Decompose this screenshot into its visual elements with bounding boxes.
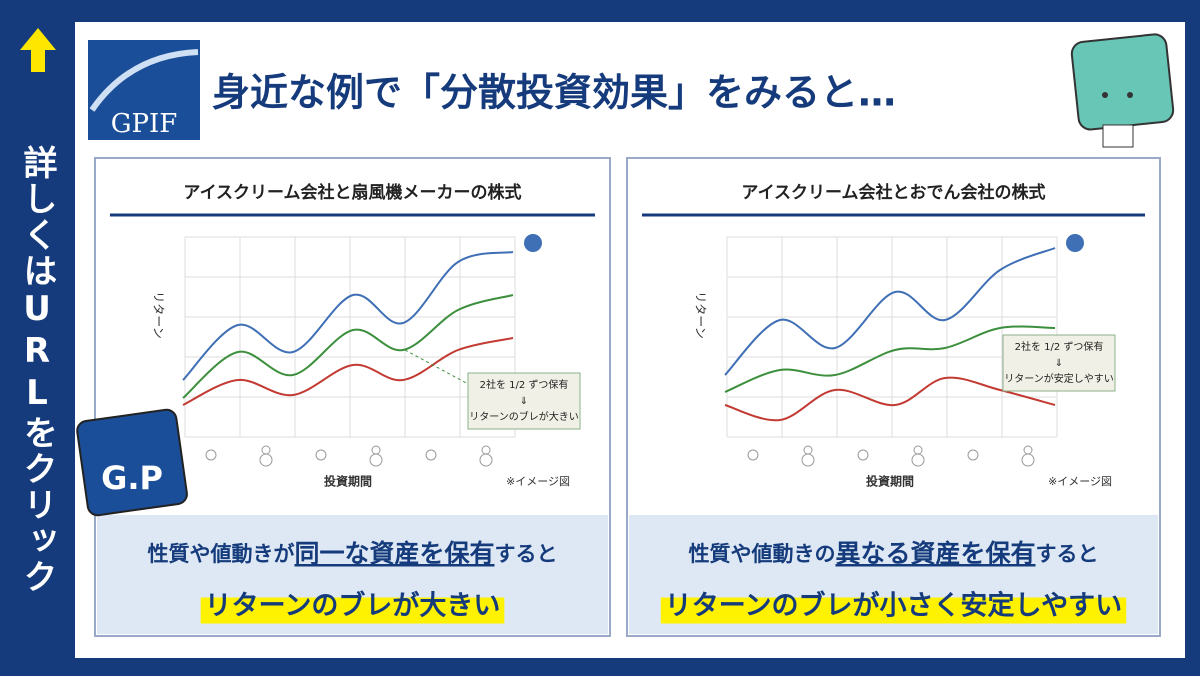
highlight: リターンのブレが大きい xyxy=(205,590,501,622)
caption-part: 異なる資産を保有 xyxy=(835,539,1035,568)
caption-part: 性質や値動きの xyxy=(688,542,835,566)
page-title: 身近な例で「分散投資効果」をみると… xyxy=(212,71,896,115)
caption-part: 同一な資産を保有 xyxy=(294,539,494,568)
callout-text: ⇓ xyxy=(520,396,528,407)
logo-swoosh xyxy=(89,49,199,112)
caption: 性質や値動きの異なる資産を保有すると xyxy=(688,539,1098,568)
snowman-icon xyxy=(259,453,273,467)
highlight-bg xyxy=(660,597,1127,624)
callout-text: リターンのブレが大きい xyxy=(469,410,579,423)
sun-icon xyxy=(857,449,869,461)
note: ※イメージ図 xyxy=(1048,475,1112,488)
ice-cream-icon xyxy=(524,234,542,252)
mascot-top xyxy=(1070,33,1175,148)
caption-part: すると xyxy=(495,542,558,566)
mascot-text: G.P xyxy=(101,459,163,497)
curve xyxy=(182,337,514,406)
y-axis-label: リターン xyxy=(152,291,166,338)
sun-icon xyxy=(967,449,979,461)
caption-part: 性質や値動きが xyxy=(147,542,294,566)
highlight: リターンのブレが小さく安定しやすい xyxy=(665,590,1122,622)
x-axis-label: 投資期間 xyxy=(866,474,914,489)
curve xyxy=(724,325,1056,393)
sun-icon xyxy=(747,449,759,461)
callout-text: 2社を 1/2 ずつ保有 xyxy=(1015,340,1104,353)
curve xyxy=(182,294,514,399)
ice-cream-icon xyxy=(1066,234,1084,252)
sidebar-text: 詳しくはURLをクリック xyxy=(17,145,57,595)
y-axis-label: リターン xyxy=(694,291,708,338)
arrow-icon xyxy=(20,28,56,72)
sun-icon xyxy=(425,449,437,461)
snowman-icon xyxy=(1021,453,1035,467)
snowman-icon xyxy=(801,453,815,467)
curve xyxy=(182,251,514,381)
snowman-icon xyxy=(369,453,383,467)
callout-box xyxy=(1002,334,1116,392)
logo: GPIF xyxy=(111,109,178,139)
panel-title: アイスクリーム会社と扇風機メーカーの株式 xyxy=(183,182,521,203)
mascot-left: G.P xyxy=(76,408,188,517)
callout-box xyxy=(467,372,581,430)
x-axis-label: 投資期間 xyxy=(324,474,372,489)
snowman-icon xyxy=(479,453,493,467)
note: ※イメージ図 xyxy=(506,475,570,488)
curve xyxy=(724,247,1056,376)
callout-text: 2社を 1/2 ずつ保有 xyxy=(480,378,569,391)
callout-text: リターンが安定しやすい xyxy=(1004,372,1113,385)
callout-leader xyxy=(404,349,471,386)
panel-title: アイスクリーム会社とおでん会社の株式 xyxy=(741,182,1045,203)
caption-part: すると xyxy=(1036,542,1099,566)
sun-icon xyxy=(315,449,327,461)
sun-icon xyxy=(205,449,217,461)
highlight-bg xyxy=(200,597,505,624)
callout-text: ⇓ xyxy=(1055,358,1063,369)
curve xyxy=(724,376,1056,422)
caption: 性質や値動きが同一な資産を保有すると xyxy=(147,539,557,568)
snowman-icon xyxy=(911,453,925,467)
